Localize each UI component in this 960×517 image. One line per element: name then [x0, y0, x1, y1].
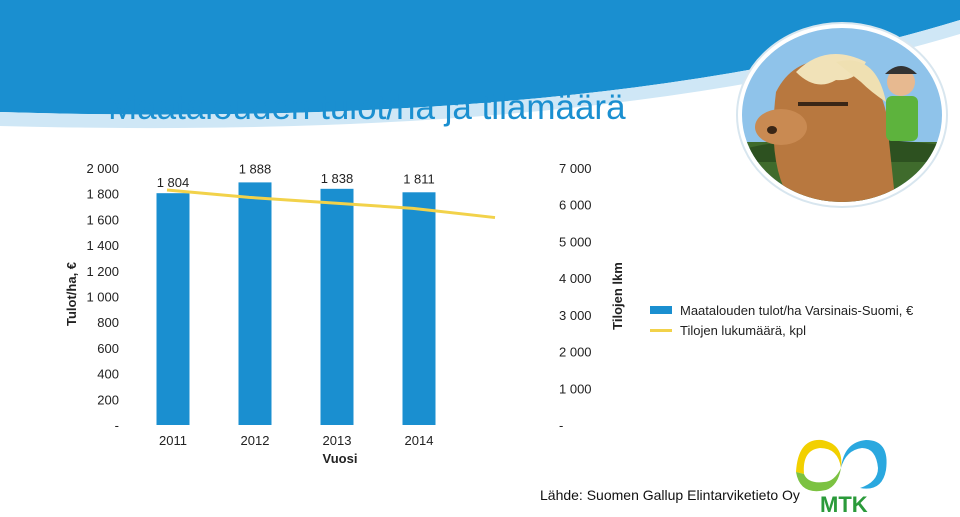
y-tick-label: 200 [97, 392, 119, 407]
legend-label-bar: Maatalouden tulot/ha Varsinais-Suomi, € [680, 302, 914, 318]
y-tick-label: 600 [97, 341, 119, 356]
bar-data-label: 1 838 [321, 171, 354, 186]
x-tick-label: 2011 [159, 433, 187, 448]
bar-2012 [238, 182, 272, 425]
y2-tick-label: 3 000 [559, 308, 592, 323]
legend-swatch-line [650, 328, 672, 332]
legend-label-line: Tilojen lukumäärä, kpl [680, 322, 806, 338]
y-tick-label: 800 [97, 315, 119, 330]
y2-tick-label: 7 000 [559, 161, 592, 176]
bar-2013 [320, 188, 354, 425]
legend-item-line: Tilojen lukumäärä, kpl [650, 320, 913, 340]
y-tick-label: 2 000 [86, 161, 119, 176]
bar-2014 [402, 192, 436, 425]
source-note: Lähde: Suomen Gallup Elintarviketieto Oy [540, 487, 800, 503]
y2-tick-label: 6 000 [559, 198, 592, 213]
y-tick-label: 1 000 [86, 290, 119, 305]
y2-axis-title: Tilojen lkm [610, 262, 625, 330]
y-axis-title: Tulot/ha, € [64, 262, 79, 326]
legend-swatch-bar [650, 306, 672, 314]
x-tick-label: 2013 [323, 433, 352, 448]
y2-tick-label: 1 000 [559, 381, 592, 396]
y-tick-label: 1 200 [86, 264, 119, 279]
y2-tick-label: 4 000 [559, 271, 592, 286]
bar-data-label: 1 811 [403, 171, 435, 186]
y2-tick-label: - [559, 418, 563, 433]
logo-text: MTK [820, 492, 868, 517]
y-tick-label: 400 [97, 367, 119, 382]
x-axis-title: Vuosi [323, 451, 358, 466]
legend: Maatalouden tulot/ha Varsinais-Suomi, € … [650, 300, 913, 340]
legend-item-bar: Maatalouden tulot/ha Varsinais-Suomi, € [650, 300, 913, 320]
x-tick-label: 2012 [241, 433, 270, 448]
horse-rider-photo [736, 22, 948, 208]
y-tick-label: - [115, 418, 119, 433]
y2-tick-label: 5 000 [559, 234, 592, 249]
y-tick-label: 1 400 [86, 238, 119, 253]
line-series-tilojen-lukumaara [166, 188, 496, 220]
x-tick-label: 2014 [405, 433, 434, 448]
bar-data-label: 1 888 [239, 161, 272, 176]
mtk-logo: MTK [796, 439, 887, 517]
bar-data-label: 1 804 [157, 175, 190, 190]
y-tick-label: 1 800 [86, 187, 119, 202]
bar-2011 [156, 193, 190, 425]
y2-tick-label: 2 000 [559, 345, 592, 360]
y-tick-label: 1 600 [86, 212, 119, 227]
page-title: Maatalouden tulot/ha ja tilamäärä [108, 88, 626, 127]
